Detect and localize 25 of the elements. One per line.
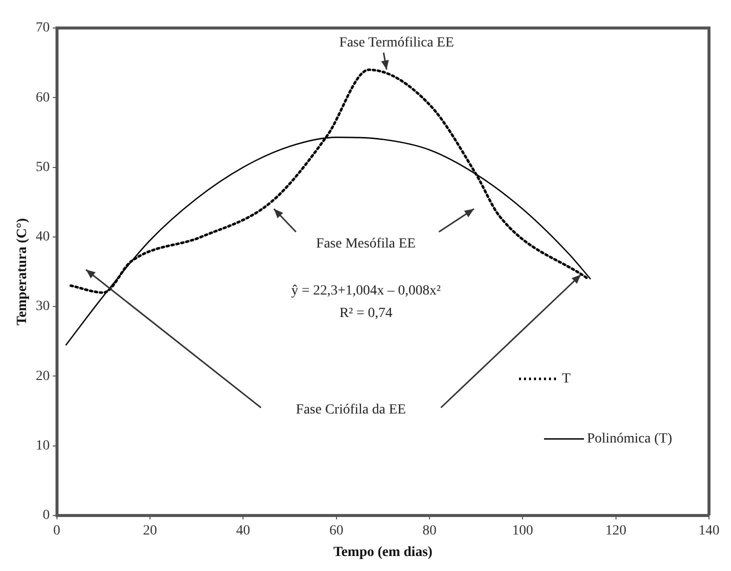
- annotation: Fase Criófila da EE: [296, 402, 406, 418]
- x-tick-label: 140: [698, 523, 720, 538]
- annotation: ŷ = 22,3+1,004x – 0,008x²: [291, 283, 441, 298]
- y-tick-label: 70: [36, 20, 50, 36]
- x-tick-label: 80: [422, 523, 436, 538]
- y-tick-label: 30: [36, 299, 50, 314]
- x-tick-label: 60: [329, 523, 344, 538]
- legend-label: T: [562, 372, 571, 387]
- x-tick-label: 20: [142, 523, 157, 538]
- x-tick-label: 0: [53, 523, 60, 538]
- y-tick-label: 60: [36, 90, 50, 106]
- annotation: Fase Termófilica EE: [339, 35, 454, 50]
- x-tick-label: 40: [236, 523, 250, 538]
- y-axis-title: Temperatura (C°): [15, 218, 30, 326]
- annotation: Fase Mesófila EE: [316, 236, 416, 252]
- x-tick-label: 120: [605, 523, 626, 538]
- annotation: R² = 0,74: [339, 306, 392, 321]
- legend-label: Polinómica (T): [587, 432, 672, 447]
- y-tick-label: 20: [36, 368, 50, 384]
- y-tick-label: 40: [36, 230, 50, 245]
- y-tick-label: 50: [36, 160, 50, 175]
- y-tick-label: 10: [36, 438, 50, 454]
- x-tick-label: 100: [512, 523, 534, 538]
- y-tick-label: 0: [42, 508, 50, 524]
- x-axis-title: Tempo (em dias): [333, 545, 433, 560]
